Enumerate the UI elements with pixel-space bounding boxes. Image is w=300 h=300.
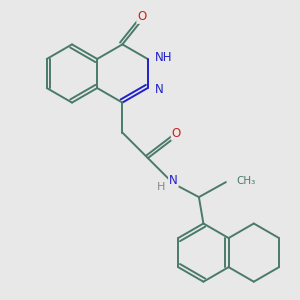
Text: CH₃: CH₃ (236, 176, 256, 186)
Text: N: N (169, 173, 178, 187)
Text: H: H (157, 182, 165, 192)
Text: O: O (172, 127, 181, 140)
Text: O: O (137, 10, 146, 23)
Text: N: N (154, 83, 164, 96)
Text: NH: NH (154, 51, 172, 64)
